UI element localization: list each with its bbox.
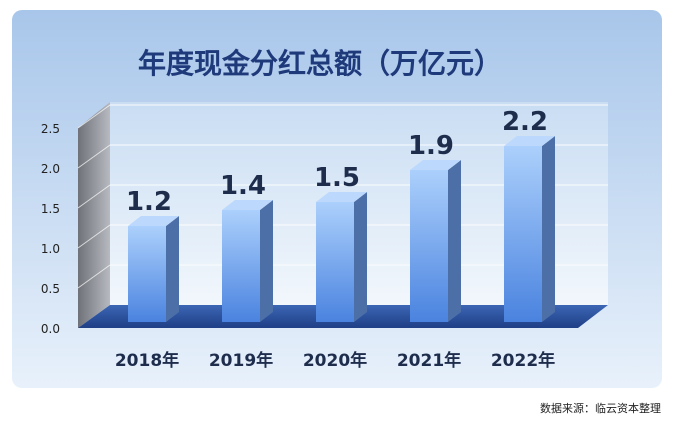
data-label: 2.2 <box>502 107 548 137</box>
data-label: 1.5 <box>314 163 360 193</box>
x-tick-label: 2018年 <box>115 350 179 371</box>
y-axis-ticks: 0.0 0.5 1.0 1.5 2.0 2.5 <box>41 122 60 336</box>
bar-side <box>260 200 273 322</box>
y-tick-label: 2.5 <box>41 122 60 136</box>
bar-top <box>128 216 179 226</box>
bar-side <box>354 192 367 322</box>
bar-top <box>504 136 555 146</box>
bar <box>410 160 461 322</box>
gridline-side <box>77 144 111 169</box>
bar <box>316 192 367 322</box>
bar-top <box>410 160 461 170</box>
x-tick-label: 2021年 <box>397 350 461 371</box>
bar-front <box>128 226 166 322</box>
x-tick-label: 2022年 <box>491 350 555 371</box>
x-tick-label: 2019年 <box>209 350 273 371</box>
x-axis-ticks: 2018年 2019年 2020年 2021年 2022年 <box>115 350 555 371</box>
gridline-side <box>77 184 111 209</box>
side-wall <box>78 102 110 328</box>
gridline-side <box>77 104 111 129</box>
bar <box>504 136 555 322</box>
bar-top <box>222 200 273 210</box>
bar-side <box>542 136 555 322</box>
bar-front <box>504 146 542 322</box>
bar-front <box>222 210 260 322</box>
y-tick-label: 1.0 <box>41 242 60 256</box>
chart-title: 年度现金分红总额（万亿元） <box>138 47 502 80</box>
x-tick-label: 2020年 <box>303 350 367 371</box>
bar <box>128 216 179 322</box>
bar-top <box>316 192 367 202</box>
bar-side <box>166 216 179 322</box>
data-labels: 1.2 1.4 1.5 1.9 2.2 <box>126 107 548 217</box>
bar <box>222 200 273 322</box>
bar-front <box>316 202 354 322</box>
y-tick-label: 0.0 <box>41 322 60 336</box>
source-note: 数据来源：临云资本整理 <box>540 402 661 415</box>
gridline-side <box>77 264 111 289</box>
data-label: 1.9 <box>408 131 454 161</box>
bar-front <box>410 170 448 322</box>
data-label: 1.2 <box>126 187 172 217</box>
y-tick-label: 0.5 <box>41 282 60 296</box>
gridline-side <box>77 224 111 249</box>
y-tick-label: 2.0 <box>41 162 60 176</box>
bar-side <box>448 160 461 322</box>
y-tick-label: 1.5 <box>41 202 60 216</box>
data-label: 1.4 <box>220 171 266 201</box>
bars <box>128 136 555 322</box>
